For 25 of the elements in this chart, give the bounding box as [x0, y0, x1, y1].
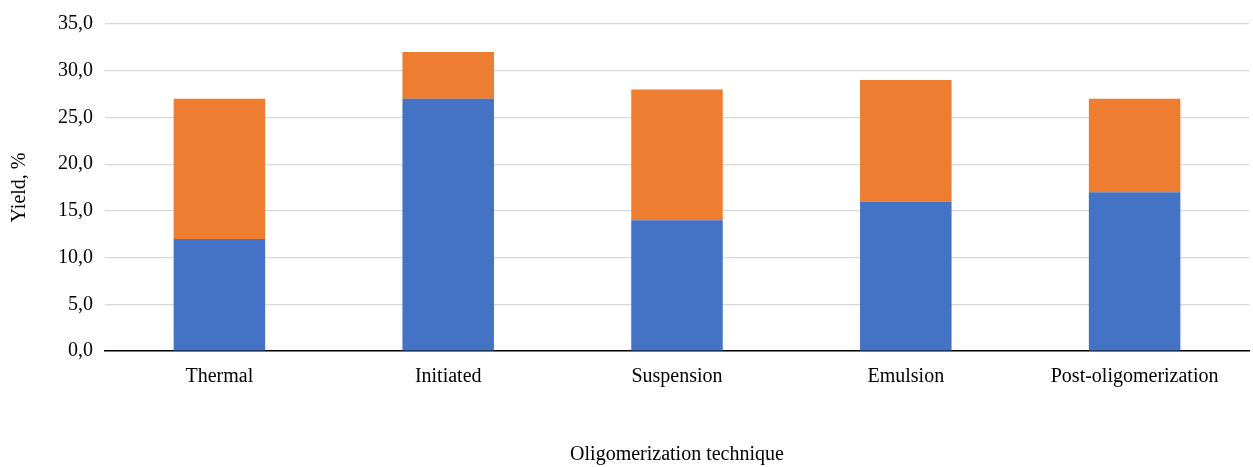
- bar: [860, 80, 952, 202]
- y-tick-label: 10,0: [58, 244, 93, 267]
- y-tick-label: 0,0: [68, 338, 93, 361]
- bar: [173, 98, 266, 239]
- bar: [1088, 98, 1181, 193]
- bar: [631, 89, 723, 221]
- x-tick-label: Initiated: [414, 364, 482, 387]
- y-axis-title: Yield, %: [7, 152, 30, 223]
- x-axis-title: Oligomerization technique: [570, 442, 785, 466]
- y-tick-label: 5,0: [68, 291, 93, 314]
- x-tick-label: Emulsion: [867, 364, 945, 387]
- x-tick-label: Suspension: [631, 364, 723, 388]
- y-tick-label: 35,0: [58, 11, 93, 34]
- y-tick-label: 15,0: [58, 198, 93, 221]
- y-tick-label: 30,0: [58, 57, 93, 80]
- y-tick-label: 20,0: [58, 151, 93, 174]
- bar: [173, 238, 266, 351]
- x-tick-label: Post-oligomerization: [1050, 364, 1219, 388]
- bar: [402, 52, 494, 99]
- bar: [860, 201, 952, 351]
- bar: [402, 98, 494, 351]
- y-tick-label: 25,0: [58, 104, 93, 127]
- x-tick-label: Thermal: [185, 364, 254, 387]
- bar: [631, 220, 723, 351]
- bar: [1088, 192, 1181, 351]
